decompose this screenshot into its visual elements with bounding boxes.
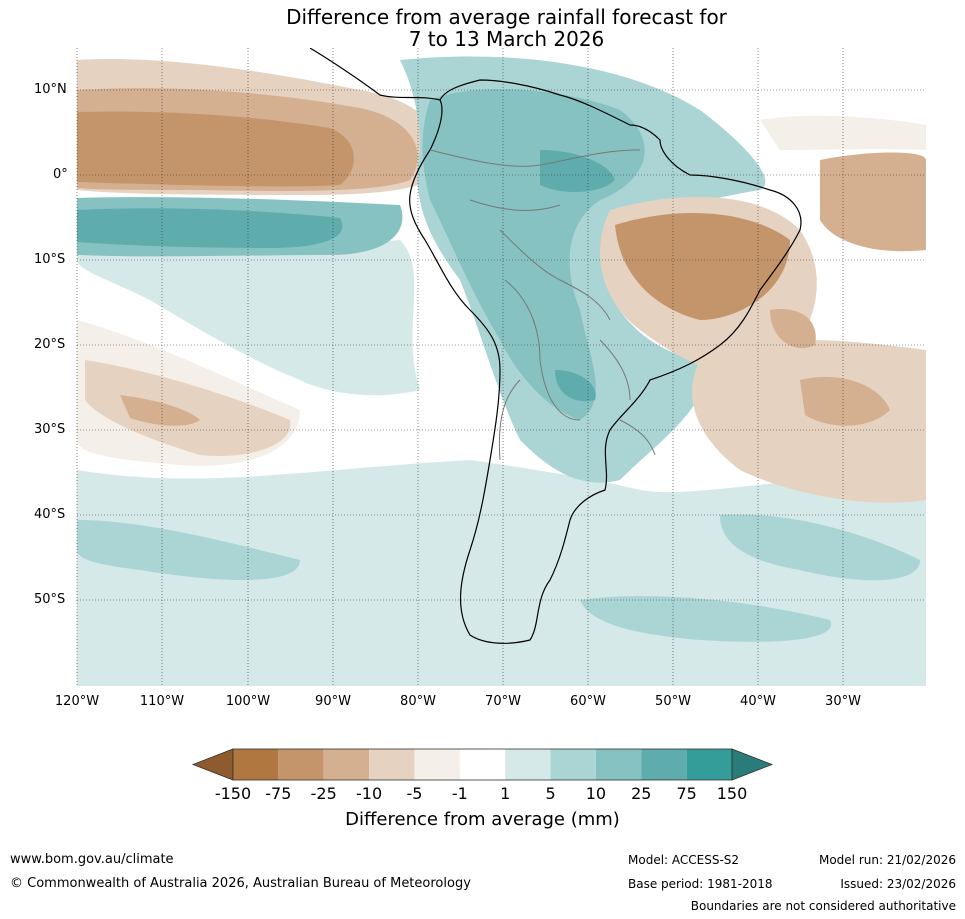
rainfall-field (77, 48, 926, 686)
lon-label: 110°W (139, 694, 185, 709)
colorbar-extend-low (191, 748, 234, 781)
anomaly-region (615, 213, 790, 320)
anomaly-region (77, 520, 300, 580)
border (429, 149, 656, 461)
lon-label: 60°W (570, 694, 606, 709)
anomaly-region (692, 340, 926, 503)
lat-label: 50°S (34, 592, 66, 607)
colorbar-tick-label: -5 (406, 784, 423, 803)
footer-base-period: Base period: 1981-2018 (628, 877, 773, 891)
footer-issued: Issued: 23/02/2026 (840, 877, 956, 891)
footer-copyright: © Commonwealth of Australia 2026, Austra… (10, 876, 471, 891)
colorbar-tick-label: 5 (545, 784, 556, 803)
colorbar-tick-label: -1 (451, 784, 468, 803)
colorbar-tick-label: -75 (265, 784, 292, 803)
anomaly-region (820, 152, 926, 252)
colorbar-swatch (233, 749, 279, 780)
colorbar-tick-label: -25 (310, 784, 337, 803)
lat-label: 40°S (34, 507, 66, 522)
graticule (76, 48, 926, 686)
anomaly-region (800, 376, 890, 426)
anomaly-region (120, 395, 200, 426)
anomaly-region (555, 370, 596, 402)
colorbar-swatch (595, 749, 642, 780)
colorbar-extend-high (731, 748, 774, 781)
colorbar-swatch (505, 749, 551, 780)
colorbar-swatch (686, 749, 732, 780)
lat-label: 0° (53, 167, 68, 182)
colorbar-tick-label: 1 (500, 784, 511, 803)
lon-label: 40°W (740, 694, 776, 709)
lon-label: 30°W (825, 694, 861, 709)
footer-url: www.bom.gov.au/climate (10, 852, 174, 867)
lat-label: 10°N (34, 82, 67, 97)
footer-model-run: Model run: 21/02/2026 (818, 853, 956, 867)
lon-label: 120°W (54, 694, 100, 709)
colorbar-tick-label: 10 (585, 784, 607, 803)
lat-label: 30°S (34, 422, 66, 437)
anomaly-region (720, 514, 920, 581)
colorbar-tick-label: -10 (356, 784, 383, 803)
colorbar-swatch (369, 749, 415, 780)
colorbar-swatch (550, 749, 596, 780)
colorbar-swatch (641, 749, 687, 780)
colorbar-swatch (459, 749, 506, 780)
anomaly-region (85, 360, 291, 456)
colorbar-swatch (323, 749, 370, 780)
map-title-line2: 7 to 13 March 2026 (408, 27, 605, 51)
coastline (309, 48, 802, 644)
anomaly-region (77, 208, 343, 248)
footer-model: Model: ACCESS-S2 (628, 853, 740, 867)
lon-label: 80°W (400, 694, 436, 709)
anomaly-region (77, 111, 354, 187)
lon-label: 100°W (225, 694, 271, 709)
colorbar-tick-label: 25 (631, 784, 652, 803)
colorbar-tick-label: 75 (676, 784, 697, 803)
lon-label: 70°W (485, 694, 521, 709)
anomaly-region (77, 240, 420, 396)
colorbar-tick-label: 150 (716, 784, 748, 803)
colorbar-swatch (278, 749, 324, 780)
anomaly-region (770, 309, 816, 349)
colorbar-tick-label: -150 (214, 784, 252, 803)
lat-label: 10°S (34, 252, 66, 267)
colorbar-title: Difference from average (mm) (345, 809, 620, 830)
lat-label: 20°S (34, 337, 66, 352)
footer-disclaimer: Boundaries are not considered authoritat… (690, 899, 956, 913)
lon-label: 90°W (315, 694, 351, 709)
map-title-line1: Difference from average rainfall forecas… (286, 5, 727, 29)
lon-label: 50°W (655, 694, 691, 709)
anomaly-region (580, 596, 832, 642)
anomaly-region (540, 150, 615, 192)
colorbar-swatch (414, 749, 460, 780)
